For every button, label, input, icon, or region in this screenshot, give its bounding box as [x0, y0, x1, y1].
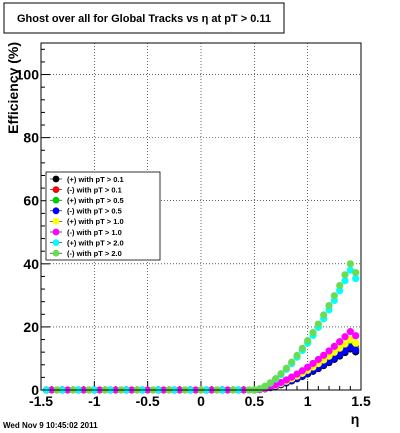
legend-marker [52, 207, 60, 215]
data-point [256, 385, 264, 393]
legend-entry: (-) with pT > 0.5 [67, 207, 122, 216]
legend-entry: (-) with pT > 0.1 [67, 185, 122, 194]
data-point [352, 274, 360, 283]
data-point [336, 281, 344, 290]
data-point [352, 332, 360, 340]
y-axis-label: Efficiency (%) [5, 42, 21, 134]
legend-marker [52, 239, 60, 247]
data-point [336, 287, 344, 295]
data-point [304, 337, 312, 345]
plot-frame [40, 42, 362, 391]
y-tick-label: 80 [23, 130, 39, 146]
data-point [325, 301, 333, 310]
x-tick-label: -1 [88, 393, 101, 409]
y-tick-label: 40 [23, 256, 39, 272]
data-point [314, 355, 322, 364]
data-point [320, 351, 328, 359]
data-point [346, 343, 354, 352]
x-tick-label: -1.5 [29, 393, 53, 409]
y-tick-label: 20 [23, 319, 39, 335]
data-point [341, 277, 349, 285]
data-point [298, 367, 306, 375]
data-point [346, 328, 354, 336]
data-point [352, 346, 360, 354]
data-point [352, 269, 360, 277]
data-point [346, 260, 354, 268]
legend-marker [52, 186, 60, 194]
y-tick-label: 0 [31, 382, 39, 398]
legend-marker [52, 196, 60, 204]
legend-marker [52, 228, 60, 236]
legend-entry: (-) with pT > 1.0 [67, 228, 122, 237]
data-point [341, 333, 349, 341]
y-tick-label: 60 [23, 193, 39, 209]
data-point [261, 382, 269, 390]
data-point [309, 329, 317, 337]
data-point [277, 370, 285, 378]
data-point [325, 352, 333, 360]
legend-marker [52, 175, 60, 183]
data-point [298, 344, 306, 352]
data-point [266, 379, 274, 387]
data-point [325, 347, 333, 355]
legend-entry: (+) with pT > 1.0 [67, 217, 124, 226]
legend-marker [52, 249, 60, 257]
data-point [330, 292, 338, 300]
data-point [346, 266, 354, 274]
data-point [288, 358, 296, 366]
x-axis-label: η [351, 411, 360, 427]
x-tick-label: 1 [304, 393, 312, 409]
data-point [341, 271, 349, 279]
data-point [330, 342, 338, 351]
legend-entry: (+) with pT > 0.5 [67, 196, 124, 205]
x-tick-label: 0.5 [245, 393, 265, 409]
data-point [309, 359, 317, 368]
x-tick-label: 1.5 [351, 393, 371, 409]
legend: (+) with pT > 0.1(-) with pT > 0.1 (+) wi… [45, 171, 161, 261]
data-point [293, 351, 301, 360]
legend-entry: (-) with pT > 2.0 [67, 249, 122, 258]
data-point [304, 363, 312, 371]
data-point [272, 375, 280, 383]
chart-title: Ghost over all for Global Tracks vs η at… [17, 13, 271, 25]
data-point [288, 373, 296, 381]
data-point [314, 320, 322, 328]
data-point [320, 311, 328, 319]
data-point [282, 364, 290, 372]
data-point [277, 378, 285, 387]
y-tick-label: 100 [16, 67, 40, 83]
legend-entry: (+) with pT > 2.0 [67, 238, 124, 247]
title-box [3, 2, 285, 34]
grid-layer [41, 43, 361, 390]
x-tick-label: 0 [197, 393, 205, 409]
data-point [352, 339, 360, 347]
data-point [293, 370, 301, 378]
data-point [346, 335, 354, 344]
data-point [341, 347, 349, 355]
legend-box [45, 171, 161, 261]
data-point [336, 338, 344, 346]
x-tick-label: -0.5 [136, 393, 160, 409]
legend-entry: (+) with pT > 0.1 [67, 175, 124, 184]
data-point [282, 376, 290, 384]
timestamp: Wed Nov 9 10:45:02 2011 [3, 421, 98, 430]
legend-marker [52, 218, 60, 225]
